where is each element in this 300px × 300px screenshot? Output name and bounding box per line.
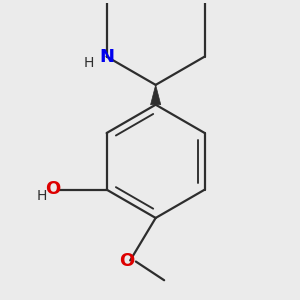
Text: H: H (83, 56, 94, 70)
Text: O: O (119, 252, 134, 270)
Text: H: H (36, 189, 47, 203)
Polygon shape (151, 85, 161, 105)
Text: N: N (99, 48, 114, 66)
Text: O: O (45, 179, 61, 197)
